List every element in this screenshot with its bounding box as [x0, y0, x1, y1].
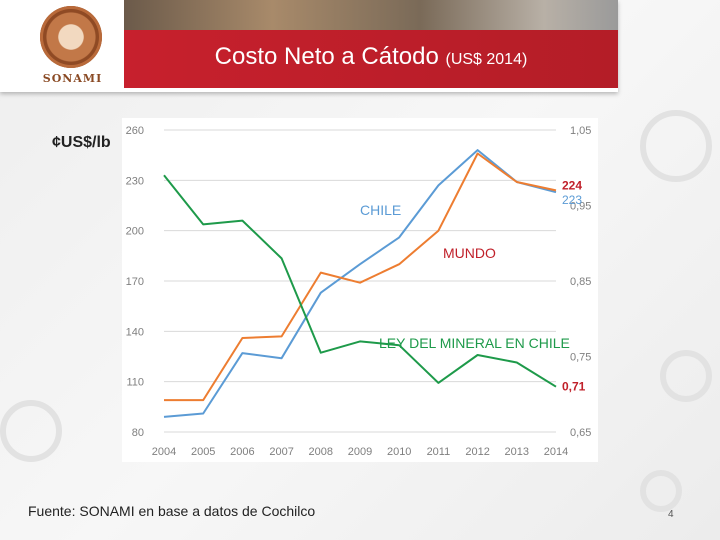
chart-panel: 80 110 140 170 200 230 260 0,65 0,75 0,85 0,95 1,05…: [122, 118, 598, 462]
y-left-tick-label: 110: [126, 377, 144, 389]
series-label-mundo: MUNDO: [443, 245, 496, 261]
series-label-ley: LEY DEL MINERAL EN CHILE: [379, 335, 570, 351]
y-left-tick-label: 260: [126, 125, 144, 137]
x-tick-label: 2008: [309, 446, 333, 458]
slide-title-sub: (US$ 2014): [445, 51, 528, 68]
line-chart: 80 110 140 170 200 230 260 0,65 0,75 0,85 0,95 1,05…: [126, 125, 592, 458]
sonami-logo: SONAMI: [22, 0, 123, 92]
end-label-chile: 223: [562, 193, 582, 207]
y-left-tick-label: 230: [126, 175, 144, 187]
background-decoration: [640, 110, 712, 182]
x-tick-label: 2011: [427, 446, 451, 458]
y-right-tick-label: 0,95: [570, 201, 591, 213]
x-tick-label: 2012: [465, 446, 489, 458]
x-tick-label: 2010: [387, 446, 411, 458]
series-line-mundo: [164, 152, 557, 402]
series-line-ley-del-mineral-en-chile: [163, 174, 557, 388]
y-right-tick-label: 0,85: [570, 276, 591, 288]
series-line-chile: [163, 149, 557, 418]
page-number: 4: [668, 509, 674, 520]
source-note: Fuente: SONAMI en base a datos de Cochil…: [28, 503, 316, 519]
header-photo-strip: [124, 0, 618, 30]
series-label-chile: CHILE: [360, 202, 401, 218]
background-decoration: [0, 400, 62, 462]
end-label-mundo: 224: [562, 178, 582, 192]
slide-title: Costo Neto a Cátodo (US$ 2014): [124, 43, 618, 71]
x-tick-label: 2009: [348, 446, 372, 458]
slide-header: SONAMI Costo Neto a Cátodo (US$ 2014): [0, 0, 618, 92]
end-label-ley: 0,71: [562, 380, 586, 394]
background-decoration: [640, 470, 682, 512]
sonami-emblem-icon: [40, 6, 102, 68]
logo-text: SONAMI: [42, 72, 103, 85]
y-left-tick-label: 170: [126, 276, 144, 288]
y-right-tick-label: 0,65: [570, 427, 591, 439]
background-decoration: [660, 350, 712, 402]
x-tick-label: 2005: [191, 446, 215, 458]
y-axis-unit-label: ¢US$/lb: [52, 134, 111, 151]
x-tick-label: 2013: [505, 446, 529, 458]
y-right-tick-label: 1,05: [570, 125, 591, 137]
y-left-tick-label: 80: [132, 427, 144, 439]
title-band: Costo Neto a Cátodo (US$ 2014): [124, 30, 618, 88]
y-right-tick-label: 0,75: [570, 352, 591, 364]
x-tick-label: 2014: [544, 446, 568, 458]
x-tick-label: 2004: [152, 446, 176, 458]
y-left-tick-label: 140: [126, 326, 144, 338]
slide-title-main: Costo Neto a Cátodo: [214, 43, 439, 70]
x-tick-label: 2007: [269, 446, 293, 458]
x-tick-label: 2006: [230, 446, 254, 458]
y-left-tick-label: 200: [126, 226, 144, 238]
